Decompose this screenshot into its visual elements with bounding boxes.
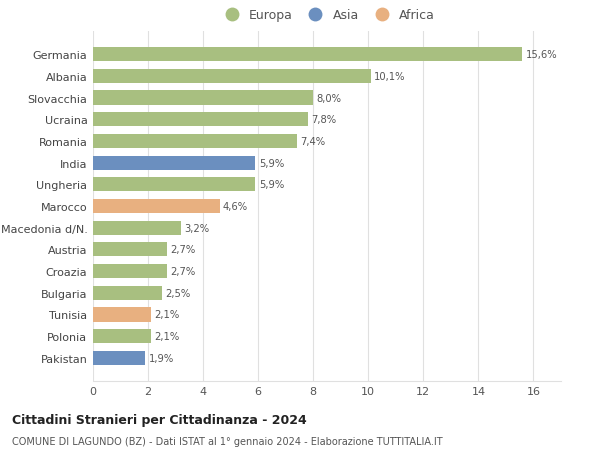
Text: Cittadini Stranieri per Cittadinanza - 2024: Cittadini Stranieri per Cittadinanza - 2… (12, 413, 307, 426)
Bar (93, 330, 151, 343)
Bar (93, 221, 181, 235)
Text: 15,6%: 15,6% (526, 50, 557, 60)
Bar (93, 200, 220, 213)
Text: 4,6%: 4,6% (223, 202, 248, 212)
Bar (93, 178, 256, 192)
Text: 2,1%: 2,1% (154, 331, 179, 341)
Text: COMUNE DI LAGUNDO (BZ) - Dati ISTAT al 1° gennaio 2024 - Elaborazione TUTTITALIA: COMUNE DI LAGUNDO (BZ) - Dati ISTAT al 1… (12, 436, 443, 446)
Bar (93, 91, 313, 106)
Text: 8,0%: 8,0% (317, 93, 341, 103)
Text: 7,8%: 7,8% (311, 115, 336, 125)
Bar (93, 113, 308, 127)
Bar (93, 48, 523, 62)
Bar (93, 351, 145, 365)
Text: 2,7%: 2,7% (170, 267, 196, 276)
Text: 3,2%: 3,2% (184, 223, 209, 233)
Bar (93, 70, 371, 84)
Bar (93, 286, 162, 300)
Text: 2,7%: 2,7% (170, 245, 196, 255)
Bar (93, 134, 297, 149)
Legend: Europa, Asia, Africa: Europa, Asia, Africa (219, 10, 435, 22)
Bar (93, 156, 256, 170)
Text: 2,1%: 2,1% (154, 310, 179, 320)
Text: 7,4%: 7,4% (300, 137, 325, 146)
Text: 10,1%: 10,1% (374, 72, 406, 82)
Bar (93, 243, 167, 257)
Text: 5,9%: 5,9% (259, 158, 284, 168)
Bar (93, 264, 167, 279)
Text: 2,5%: 2,5% (165, 288, 190, 298)
Bar (93, 308, 151, 322)
Text: 1,9%: 1,9% (149, 353, 174, 363)
Text: 5,9%: 5,9% (259, 180, 284, 190)
